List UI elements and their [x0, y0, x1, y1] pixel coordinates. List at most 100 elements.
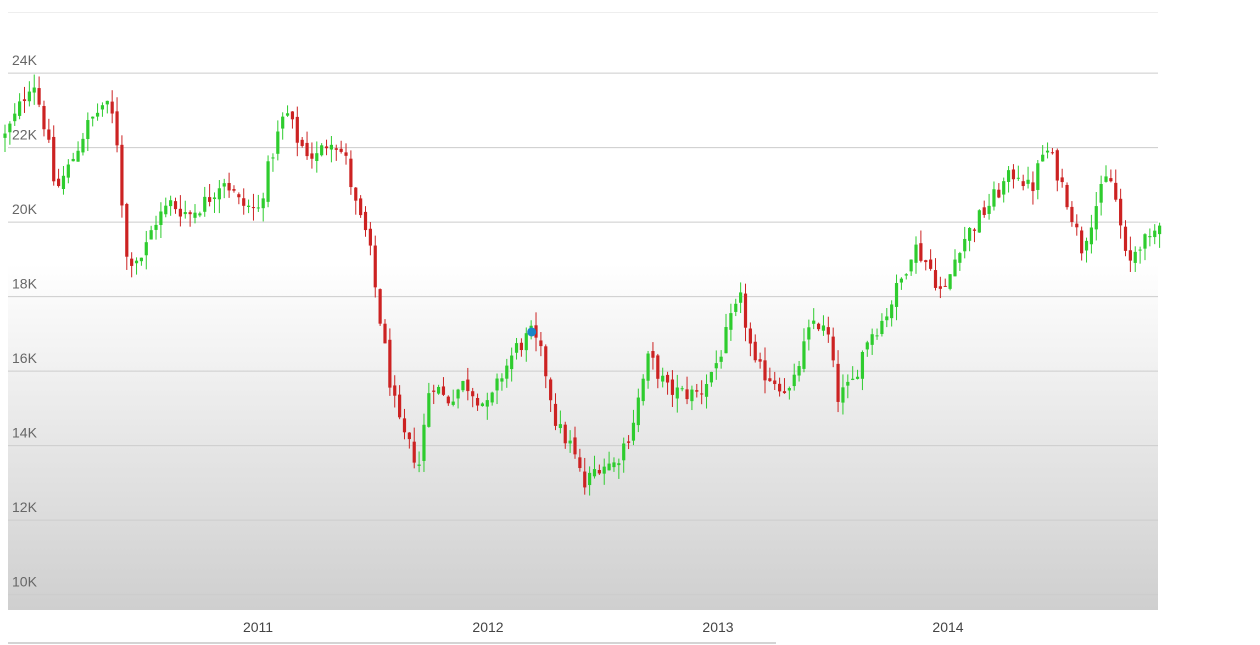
candle	[544, 344, 548, 389]
candle	[807, 319, 811, 351]
candle	[1006, 166, 1011, 193]
candle	[393, 375, 397, 408]
candle	[904, 273, 908, 280]
candle	[86, 112, 90, 152]
candle	[295, 106, 299, 157]
candle	[417, 451, 421, 473]
candle	[120, 135, 124, 218]
candle	[1075, 214, 1079, 236]
candle	[685, 376, 689, 405]
candle	[885, 308, 889, 328]
candle	[359, 195, 363, 218]
candle	[1143, 233, 1147, 261]
candle	[802, 328, 806, 373]
candle	[203, 186, 207, 217]
candle	[125, 202, 129, 270]
candle	[130, 252, 134, 278]
candle	[1133, 246, 1137, 272]
candle	[549, 377, 553, 412]
candle	[1060, 168, 1064, 188]
candle	[592, 455, 597, 479]
candle	[894, 274, 899, 321]
candle	[363, 206, 368, 237]
candle	[427, 382, 431, 428]
candle	[821, 315, 826, 336]
candle	[763, 347, 767, 394]
candle	[290, 111, 295, 129]
candle	[846, 374, 850, 399]
candle	[553, 393, 558, 431]
candle	[1036, 160, 1040, 200]
candle	[968, 227, 972, 252]
x-axis-labels: 2011 2012 2013 2014	[243, 619, 964, 635]
candle	[388, 328, 392, 396]
candle	[261, 192, 265, 222]
candle	[860, 350, 865, 391]
candle	[475, 393, 480, 411]
candle	[373, 235, 377, 298]
y-tick-label: 12K	[12, 499, 38, 515]
y-tick-label: 10K	[12, 574, 38, 590]
candle	[164, 197, 168, 218]
candle	[344, 143, 348, 165]
candle	[105, 100, 109, 114]
candle	[739, 282, 743, 314]
candle	[583, 457, 587, 495]
candle	[680, 385, 684, 392]
candle	[505, 358, 509, 388]
candle	[890, 300, 894, 327]
candle	[651, 342, 655, 370]
candle	[602, 458, 606, 485]
candle	[320, 143, 324, 157]
candle	[539, 332, 543, 357]
candle	[899, 277, 903, 290]
highlight-marker[interactable]	[527, 327, 537, 337]
candle	[948, 274, 952, 291]
candle	[729, 303, 733, 341]
candle	[670, 370, 675, 407]
candle	[797, 360, 801, 382]
candle	[354, 187, 358, 215]
candle	[1158, 222, 1162, 248]
candle	[612, 457, 616, 472]
candle	[334, 144, 338, 161]
candle	[110, 90, 114, 124]
candle	[753, 334, 757, 363]
candle	[1153, 224, 1157, 245]
candle	[378, 288, 382, 326]
candle	[47, 118, 51, 143]
candle	[178, 195, 182, 227]
candle	[349, 150, 353, 195]
candle	[636, 388, 640, 433]
candle	[641, 374, 645, 406]
candle	[471, 387, 475, 408]
candle	[938, 276, 942, 299]
candle	[748, 322, 752, 357]
candle	[436, 384, 441, 395]
candle	[1084, 237, 1089, 263]
candle	[709, 371, 714, 387]
candle	[626, 435, 631, 450]
candle	[914, 236, 918, 274]
candle	[256, 194, 260, 212]
candle	[242, 188, 246, 215]
candle	[1104, 165, 1108, 183]
candle	[1021, 174, 1025, 191]
candle	[81, 132, 85, 156]
candle	[1114, 169, 1118, 202]
candle	[826, 316, 830, 343]
candle	[412, 427, 416, 469]
candle	[1070, 201, 1074, 227]
plot-background	[8, 13, 1158, 610]
candle	[588, 466, 592, 496]
candle	[1094, 191, 1098, 241]
candle	[149, 225, 153, 240]
candle	[193, 204, 197, 224]
candle	[37, 76, 41, 108]
candle	[100, 102, 105, 117]
candle	[1011, 164, 1016, 189]
candle	[56, 168, 61, 188]
candle	[622, 437, 626, 473]
candle	[675, 374, 679, 413]
